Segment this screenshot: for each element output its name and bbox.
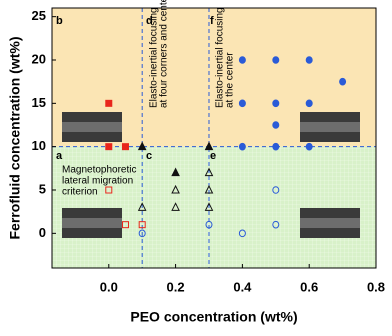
inset-image — [62, 112, 122, 142]
inset-image — [62, 208, 122, 238]
data-point — [204, 202, 214, 211]
data-point — [105, 99, 113, 107]
data-point — [204, 141, 214, 151]
data-point — [137, 202, 147, 211]
x-axis-title: PEO concentration (wt%) — [130, 309, 297, 325]
annotation: at the center — [225, 52, 236, 108]
data-point — [305, 56, 313, 64]
data-point — [238, 229, 246, 238]
annotation: Elasto-inertial focusing — [149, 7, 160, 108]
data-point — [138, 221, 146, 229]
data-point — [339, 77, 347, 86]
data-point — [171, 202, 180, 211]
y-tick-label: 10 — [32, 138, 46, 153]
data-point — [205, 220, 213, 229]
annotation: criterion — [62, 187, 98, 198]
data-point — [137, 141, 147, 151]
data-point — [171, 167, 180, 177]
data-point — [272, 56, 280, 64]
annotation: Elasto-inertial focusing — [215, 7, 226, 108]
x-tick-label: 0.6 — [300, 279, 318, 294]
data-point — [238, 142, 246, 151]
x-tick-label: 0.0 — [100, 279, 118, 294]
y-tick-label: 20 — [32, 51, 46, 66]
annotation: lateral migration — [62, 176, 133, 187]
data-point — [204, 167, 214, 177]
data-point — [238, 99, 246, 108]
annotation: f — [210, 15, 214, 27]
plot-frame — [51, 7, 377, 269]
data-point — [272, 121, 280, 129]
data-point — [272, 142, 280, 151]
inset-image — [300, 112, 360, 142]
data-point — [171, 184, 180, 194]
data-point — [305, 99, 313, 108]
annotation: a — [56, 150, 63, 162]
annotation: b — [56, 15, 63, 27]
data-point — [272, 220, 280, 229]
x-tick-label: 0.2 — [167, 279, 185, 294]
data-point — [138, 229, 146, 238]
annotation: e — [210, 150, 216, 162]
y-tick-label: 15 — [32, 95, 46, 110]
data-point — [105, 186, 113, 194]
data-point — [121, 221, 129, 229]
inset-image — [300, 208, 360, 238]
x-tick-label: 0.8 — [367, 279, 385, 294]
annotation: d — [146, 15, 153, 27]
data-point — [238, 56, 246, 64]
annotation: Magnetophoretic — [62, 165, 137, 176]
y-axis-title: Ferrofluid concentration (wt%) — [7, 37, 23, 240]
data-point — [204, 184, 214, 194]
annotation: c — [146, 150, 152, 162]
y-tick-label: 5 — [39, 181, 46, 196]
data-point — [121, 143, 129, 151]
region-lower-grid — [52, 146, 376, 268]
data-point — [272, 99, 280, 108]
data-point — [105, 143, 113, 151]
insets — [62, 112, 360, 238]
annotation: at four corners and center — [159, 0, 170, 108]
x-tick-label: 0.4 — [233, 279, 252, 294]
y-tick-label: 25 — [32, 8, 46, 23]
data-point — [272, 186, 280, 194]
data-point — [305, 142, 313, 151]
y-tick-label: 0 — [39, 225, 46, 240]
